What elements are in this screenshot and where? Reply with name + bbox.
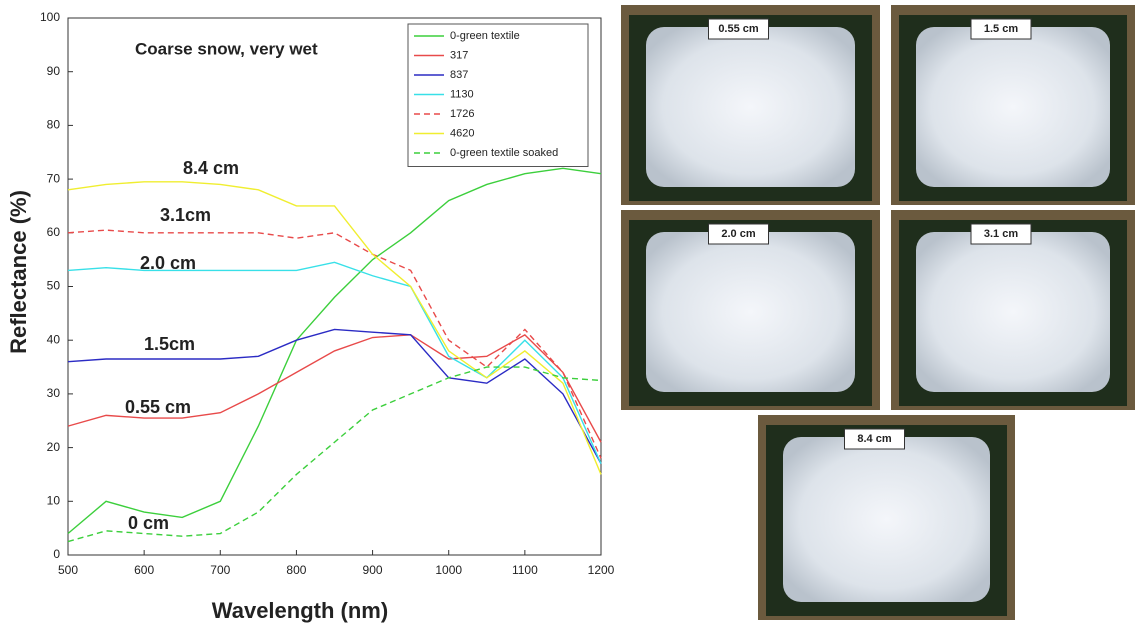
y-tick-label: 80 bbox=[47, 118, 61, 132]
x-tick-label: 1200 bbox=[588, 563, 615, 577]
y-tick-label: 70 bbox=[47, 171, 61, 185]
y-tick-label: 50 bbox=[47, 279, 61, 293]
annotation: 0 cm bbox=[128, 513, 169, 533]
y-tick-label: 100 bbox=[40, 10, 60, 24]
y-tick-label: 0 bbox=[53, 547, 60, 561]
annotation: 1.5cm bbox=[144, 334, 195, 354]
x-tick-label: 1100 bbox=[512, 563, 538, 577]
legend-label: 317 bbox=[450, 49, 468, 61]
x-tick-label: 800 bbox=[286, 563, 306, 577]
y-axis-label: Reflectance (%) bbox=[6, 190, 31, 354]
x-tick-label: 900 bbox=[363, 563, 383, 577]
photo-snow bbox=[646, 27, 855, 187]
legend-box bbox=[408, 24, 588, 167]
photo-snow bbox=[646, 232, 855, 392]
photo-snow bbox=[916, 27, 1110, 187]
y-tick-label: 30 bbox=[47, 386, 61, 400]
photo-label: 0.55 cm bbox=[718, 23, 759, 35]
photo-snow bbox=[916, 232, 1110, 392]
x-tick-label: 500 bbox=[58, 563, 78, 577]
legend-label: 1726 bbox=[450, 108, 474, 120]
y-tick-label: 90 bbox=[47, 64, 61, 78]
y-tick-label: 60 bbox=[47, 225, 61, 239]
legend-label: 4620 bbox=[450, 127, 474, 139]
legend-label: 0-green textile soaked bbox=[450, 147, 558, 159]
annotation: 0.55 cm bbox=[125, 397, 191, 417]
annotation: 3.1cm bbox=[160, 205, 211, 225]
photo-label: 2.0 cm bbox=[721, 228, 755, 240]
photo-label: 8.4 cm bbox=[857, 433, 891, 445]
x-tick-label: 700 bbox=[210, 563, 230, 577]
y-tick-label: 10 bbox=[47, 493, 61, 507]
annotation: 8.4 cm bbox=[183, 158, 239, 178]
legend-label: 837 bbox=[450, 69, 468, 81]
photo-label: 3.1 cm bbox=[984, 228, 1018, 240]
annotation: 2.0 cm bbox=[140, 253, 196, 273]
photo-label: 1.5 cm bbox=[984, 23, 1018, 35]
photo-snow bbox=[783, 437, 990, 602]
x-tick-label: 600 bbox=[134, 563, 154, 577]
x-tick-label: 1000 bbox=[435, 563, 462, 577]
y-tick-label: 20 bbox=[47, 440, 61, 454]
y-tick-label: 40 bbox=[47, 332, 61, 346]
annotation: Coarse snow, very wet bbox=[135, 39, 318, 58]
figure: Wavelength (nm) Reflectance (%) 50060070… bbox=[0, 0, 1138, 625]
x-axis-label: Wavelength (nm) bbox=[212, 598, 388, 623]
legend-label: 1130 bbox=[450, 88, 474, 100]
legend-label: 0-green textile bbox=[450, 30, 520, 42]
